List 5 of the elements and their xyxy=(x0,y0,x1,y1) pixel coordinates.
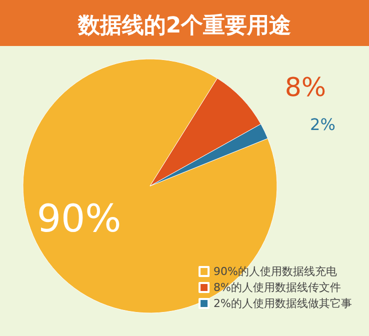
legend-label: 2%的人使用数据线做其它事 xyxy=(214,297,352,310)
data-label: 90% xyxy=(36,196,122,241)
chart-title: 数据线的2个重要用途 xyxy=(76,14,292,38)
data-label: 8% xyxy=(284,73,326,104)
data-label: 2% xyxy=(310,115,336,134)
